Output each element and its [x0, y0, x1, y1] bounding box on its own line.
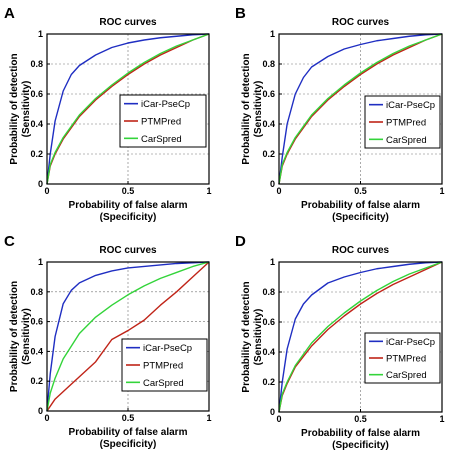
x-tick-label: 0.5 [122, 413, 135, 423]
x-axis-label: Probability of false alarm [301, 200, 420, 211]
chart-title: ROC curves [332, 245, 390, 256]
legend-label: CarSpred [143, 378, 184, 389]
panel-letter: B [235, 5, 246, 22]
series-line-icar-psecp [278, 33, 443, 185]
roc-panel-a: A ROC curves 0 0.5 1 0 0.2 0.4 0.6 0.8 1 Probabilit… [4, 5, 212, 223]
y-tick-label: 0.4 [262, 347, 275, 357]
y-tick-label: 0.4 [30, 119, 43, 129]
y-axis-label: (Sensitivity) [21, 81, 32, 138]
legend-label: iCar-PseCp [386, 100, 435, 111]
y-tick-label: 1 [270, 257, 275, 267]
legend: iCar-PseCp PTMPred CarSpred [364, 95, 441, 149]
series-line-carspred [278, 33, 443, 185]
y-axis-label: Probability of detection [241, 281, 252, 392]
legend-label: PTMPred [143, 361, 183, 372]
x-axis-label: Probability of false alarm [69, 200, 188, 211]
series-line-icar-psecp [46, 261, 210, 412]
series-line-carspred [46, 261, 210, 412]
chart-title: ROC curves [332, 17, 390, 28]
y-tick-label: 0.2 [30, 149, 43, 159]
y-tick-label: 0.8 [262, 59, 275, 69]
panel-letter: C [4, 233, 15, 250]
y-tick-label: 0 [38, 179, 43, 189]
y-tick-label: 0.8 [262, 287, 275, 297]
legend: iCar-PseCp PTMPred CarSpred [119, 94, 207, 148]
y-tick-label: 0.8 [30, 287, 43, 297]
y-axis-label: (Sensitivity) [253, 81, 264, 138]
legend-label: CarSpred [141, 134, 182, 145]
y-tick-label: 0.6 [262, 317, 275, 327]
legend-label: PTMPred [386, 118, 426, 129]
x-axis-label: Probability of false alarm [69, 427, 188, 438]
legend-label: iCar-PseCp [143, 343, 192, 354]
legend-label: CarSpred [386, 370, 427, 381]
y-tick-label: 1 [38, 29, 43, 39]
x-tick-label: 0 [276, 186, 281, 196]
series-line-icar-psecp [278, 261, 443, 413]
y-tick-label: 0 [38, 406, 43, 416]
panel-letter: D [235, 233, 246, 250]
y-axis-label: Probability of detection [9, 281, 20, 392]
y-axis-label: (Sensitivity) [253, 309, 264, 366]
y-tick-label: 0 [270, 407, 275, 417]
x-tick-label: 1 [206, 413, 211, 423]
legend: iCar-PseCp PTMPred CarSpred [121, 338, 208, 392]
legend: iCar-PseCp PTMPred CarSpred [364, 332, 441, 384]
y-tick-label: 0.2 [262, 377, 275, 387]
y-tick-label: 0.4 [262, 119, 275, 129]
y-axis-label: (Sensitivity) [21, 308, 32, 365]
x-tick-label: 1 [206, 186, 211, 196]
series-line-ptmpred [46, 261, 210, 412]
chart-title: ROC curves [99, 17, 157, 28]
series-line-carspred [46, 33, 210, 185]
x-axis-label: (Specificity) [100, 212, 157, 223]
panel-letter: A [4, 5, 15, 22]
y-tick-label: 0.2 [30, 376, 43, 386]
y-tick-label: 1 [270, 29, 275, 39]
chart-title: ROC curves [99, 245, 157, 256]
series-line-carspred [278, 261, 443, 413]
x-tick-label: 1 [439, 414, 444, 424]
x-tick-label: 0 [276, 414, 281, 424]
y-tick-label: 0 [270, 179, 275, 189]
y-tick-label: 1 [38, 257, 43, 267]
x-axis-label: (Specificity) [100, 439, 157, 450]
legend-label: iCar-PseCp [386, 337, 435, 348]
x-tick-label: 0 [44, 413, 49, 423]
y-axis-label: Probability of detection [241, 53, 252, 164]
legend-label: PTMPred [386, 354, 426, 365]
roc-panel-d: D ROC curves 0 0.5 1 0 0.2 0.4 0.6 0.8 1 Probabilit… [235, 233, 445, 450]
x-axis-label: (Specificity) [332, 440, 389, 450]
legend-label: PTMPred [141, 117, 181, 128]
x-tick-label: 1 [439, 186, 444, 196]
y-tick-label: 0.2 [262, 149, 275, 159]
x-tick-label: 0.5 [354, 414, 367, 424]
x-axis-label: Probability of false alarm [301, 428, 420, 439]
series-line-icar-psecp [46, 33, 210, 185]
y-tick-label: 0.6 [30, 317, 43, 327]
x-axis-label: (Specificity) [332, 212, 389, 223]
y-axis-label: Probability of detection [9, 53, 20, 164]
y-tick-label: 0.6 [262, 89, 275, 99]
x-tick-label: 0.5 [354, 186, 367, 196]
x-tick-label: 0 [44, 186, 49, 196]
y-tick-label: 0.6 [30, 89, 43, 99]
y-tick-label: 0.4 [30, 346, 43, 356]
y-tick-label: 0.8 [30, 59, 43, 69]
x-tick-label: 0.5 [122, 186, 135, 196]
legend-label: CarSpred [386, 135, 427, 146]
legend-label: iCar-PseCp [141, 99, 190, 110]
roc-panel-b: B ROC curves 0 0.5 1 0 0.2 0.4 0.6 0.8 1 Probabilit… [235, 5, 445, 223]
roc-panel-c: C ROC curves 0 0.5 1 0 0.2 0.4 0.6 0.8 1 Probabilit… [4, 233, 212, 450]
